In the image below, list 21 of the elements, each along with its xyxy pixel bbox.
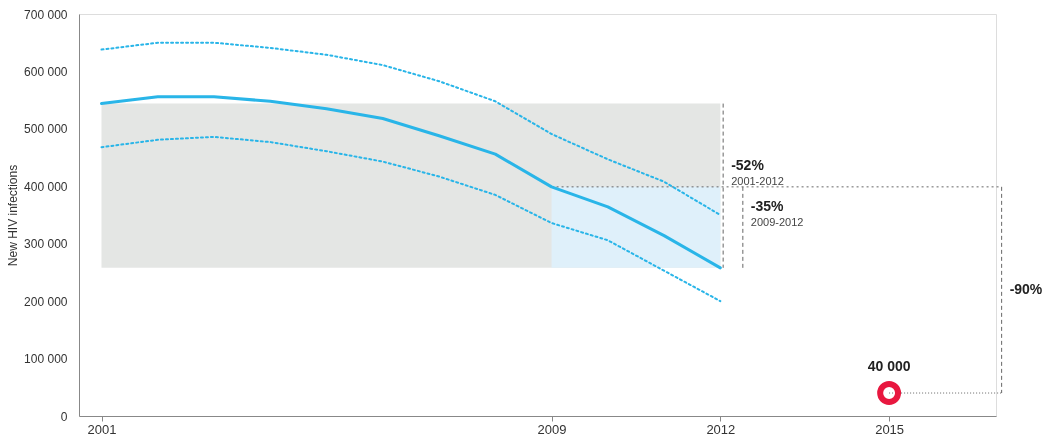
y-tick-label: 400 000: [24, 179, 68, 194]
y-tick-label: 700 000: [24, 7, 68, 22]
x-tick-label: 2009: [537, 421, 567, 437]
line-series: [100, 135, 722, 303]
annotation: 2001-2012: [731, 174, 784, 187]
y-tick-label: 500 000: [24, 122, 68, 137]
y-axis-title: New HIV infections: [6, 164, 21, 267]
data-label: 40 000: [867, 358, 911, 375]
x-tick-label: 2015: [875, 421, 905, 437]
annotation: 2009-2012: [750, 216, 804, 229]
y-tick-label: 300 000: [24, 237, 68, 252]
line-series: [100, 41, 722, 216]
y-tick-label: 0: [60, 409, 68, 424]
y-tick-label: 100 000: [24, 352, 68, 367]
x-tick-label: 2001: [87, 421, 117, 437]
x-tick-label: 2012: [706, 421, 736, 437]
y-tick-label: 600 000: [24, 64, 68, 79]
annotation: -35%: [750, 198, 785, 215]
text: -90%: [1009, 280, 1043, 297]
y-tick-label: 200 000: [24, 294, 68, 309]
annotation: -52%: [731, 156, 765, 173]
